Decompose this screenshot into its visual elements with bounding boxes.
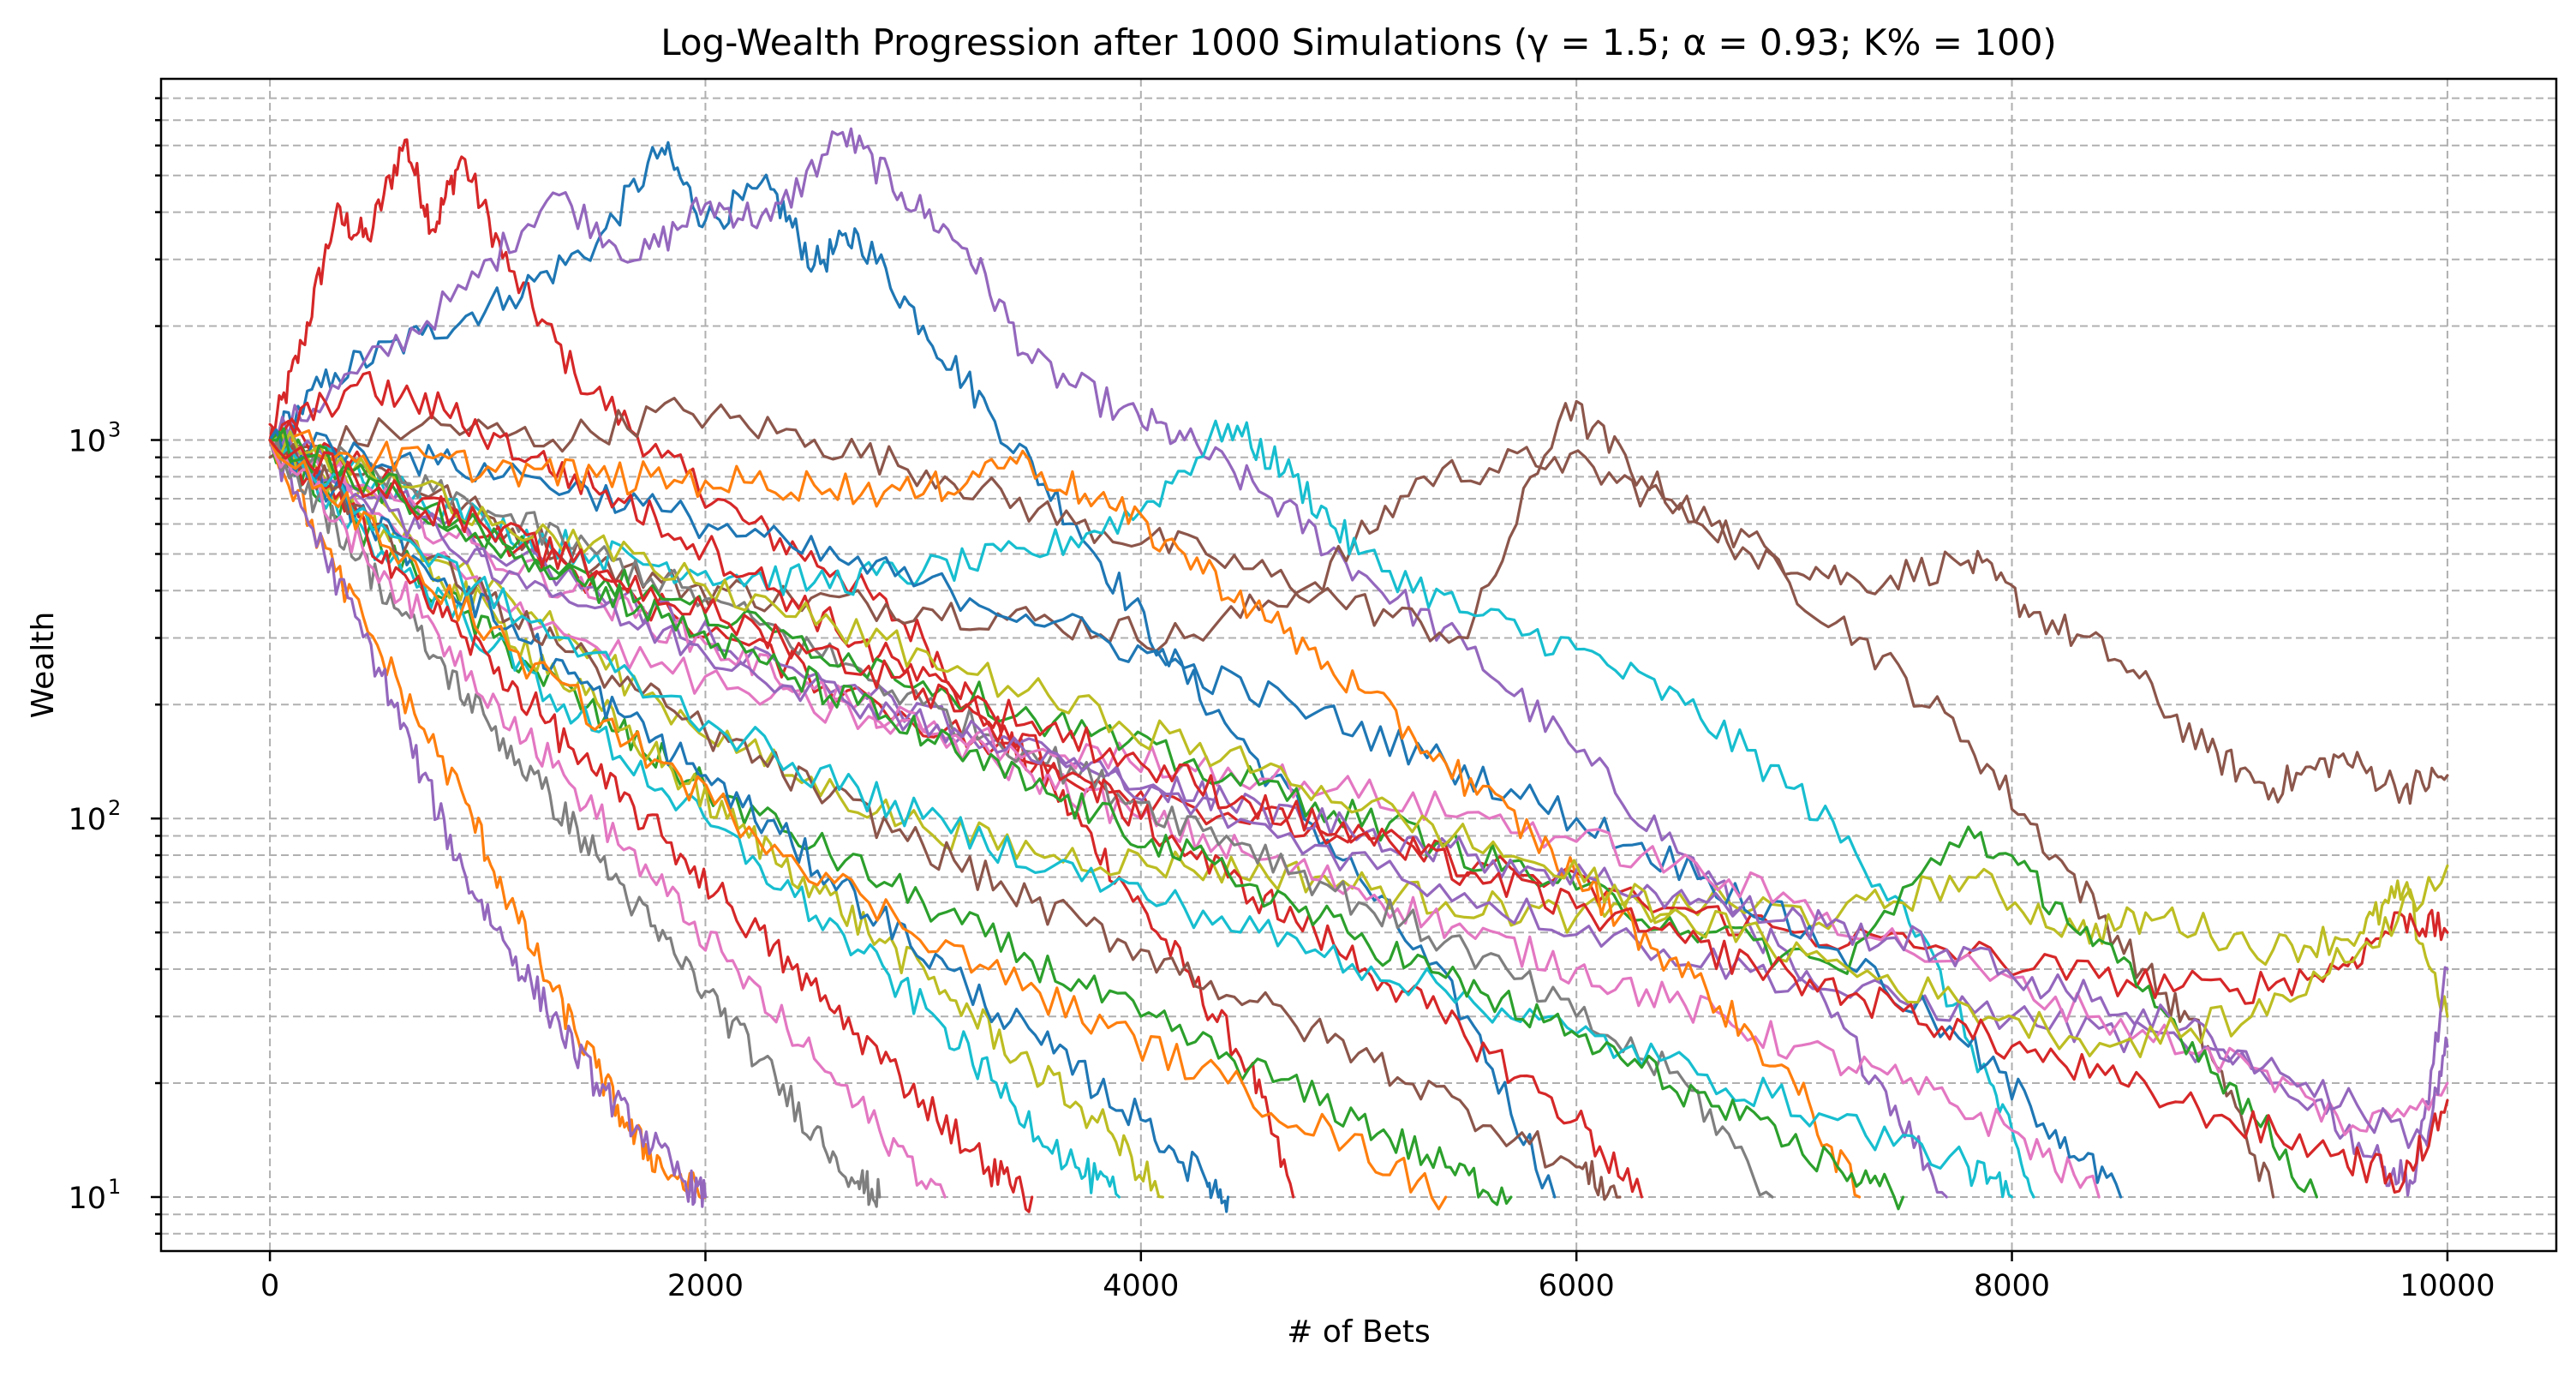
series-line-31 xyxy=(268,438,2449,1194)
series-line-19 xyxy=(268,430,2318,1199)
series-line-4 xyxy=(268,397,2275,1199)
series-line-24 xyxy=(268,438,1622,1201)
x-tick-label: 10000 xyxy=(2400,1269,2495,1303)
x-axis: 0 2000 4000 6000 8000 10000 xyxy=(260,1251,2495,1303)
y-tick-base: 10 xyxy=(68,803,106,837)
series-line-8 xyxy=(268,438,2449,1197)
series-line-27 xyxy=(268,430,2449,1058)
series-line-17 xyxy=(268,430,1164,1199)
series-line-25 xyxy=(268,438,2014,1199)
plot-frame xyxy=(159,77,2558,1253)
series-line-18 xyxy=(268,438,2449,1136)
series-line-20 xyxy=(268,428,1862,1199)
x-tick-label: 0 xyxy=(260,1269,279,1303)
series-line-30 xyxy=(268,438,1448,1211)
y-tick-exponent: 1 xyxy=(108,1175,121,1199)
series-line-2 xyxy=(268,127,1948,1199)
series-line-29 xyxy=(268,427,1905,1211)
x-tick-label: 2000 xyxy=(667,1269,744,1303)
series-line-21 xyxy=(268,434,2449,1149)
series-line-23 xyxy=(268,428,1230,1213)
series-line-16 xyxy=(268,437,1121,1199)
x-axis-label: # of Bets xyxy=(1287,1314,1430,1350)
series-line-10 xyxy=(268,438,1513,1206)
x-tick-label: 8000 xyxy=(1974,1269,2050,1303)
x-tick-label: 4000 xyxy=(1103,1269,1179,1303)
series-line-1 xyxy=(268,141,1557,1199)
series-line-28 xyxy=(268,438,947,1199)
series-line-11 xyxy=(268,438,708,1200)
y-axis-label: Wealth xyxy=(26,612,61,719)
series-line-22 xyxy=(268,438,1034,1213)
y-tick-exponent: 3 xyxy=(108,418,121,442)
series-line-3 xyxy=(268,434,2449,805)
y-tick-label: 10 xyxy=(68,1182,106,1216)
chart-title: Log-Wealth Progression after 1000 Simula… xyxy=(660,21,2057,63)
y-tick-label: 10 xyxy=(68,803,106,837)
y-tick-exponent: 2 xyxy=(108,796,121,820)
series-line-12 xyxy=(268,438,708,1208)
y-tick-label: 10 xyxy=(68,425,106,459)
grid xyxy=(161,79,2556,1251)
series-layer xyxy=(268,127,2449,1213)
series-line-6 xyxy=(268,438,2449,1018)
y-tick-base: 10 xyxy=(68,1182,106,1216)
y-tick-base: 10 xyxy=(68,425,106,459)
x-tick-label: 6000 xyxy=(1539,1269,1615,1303)
